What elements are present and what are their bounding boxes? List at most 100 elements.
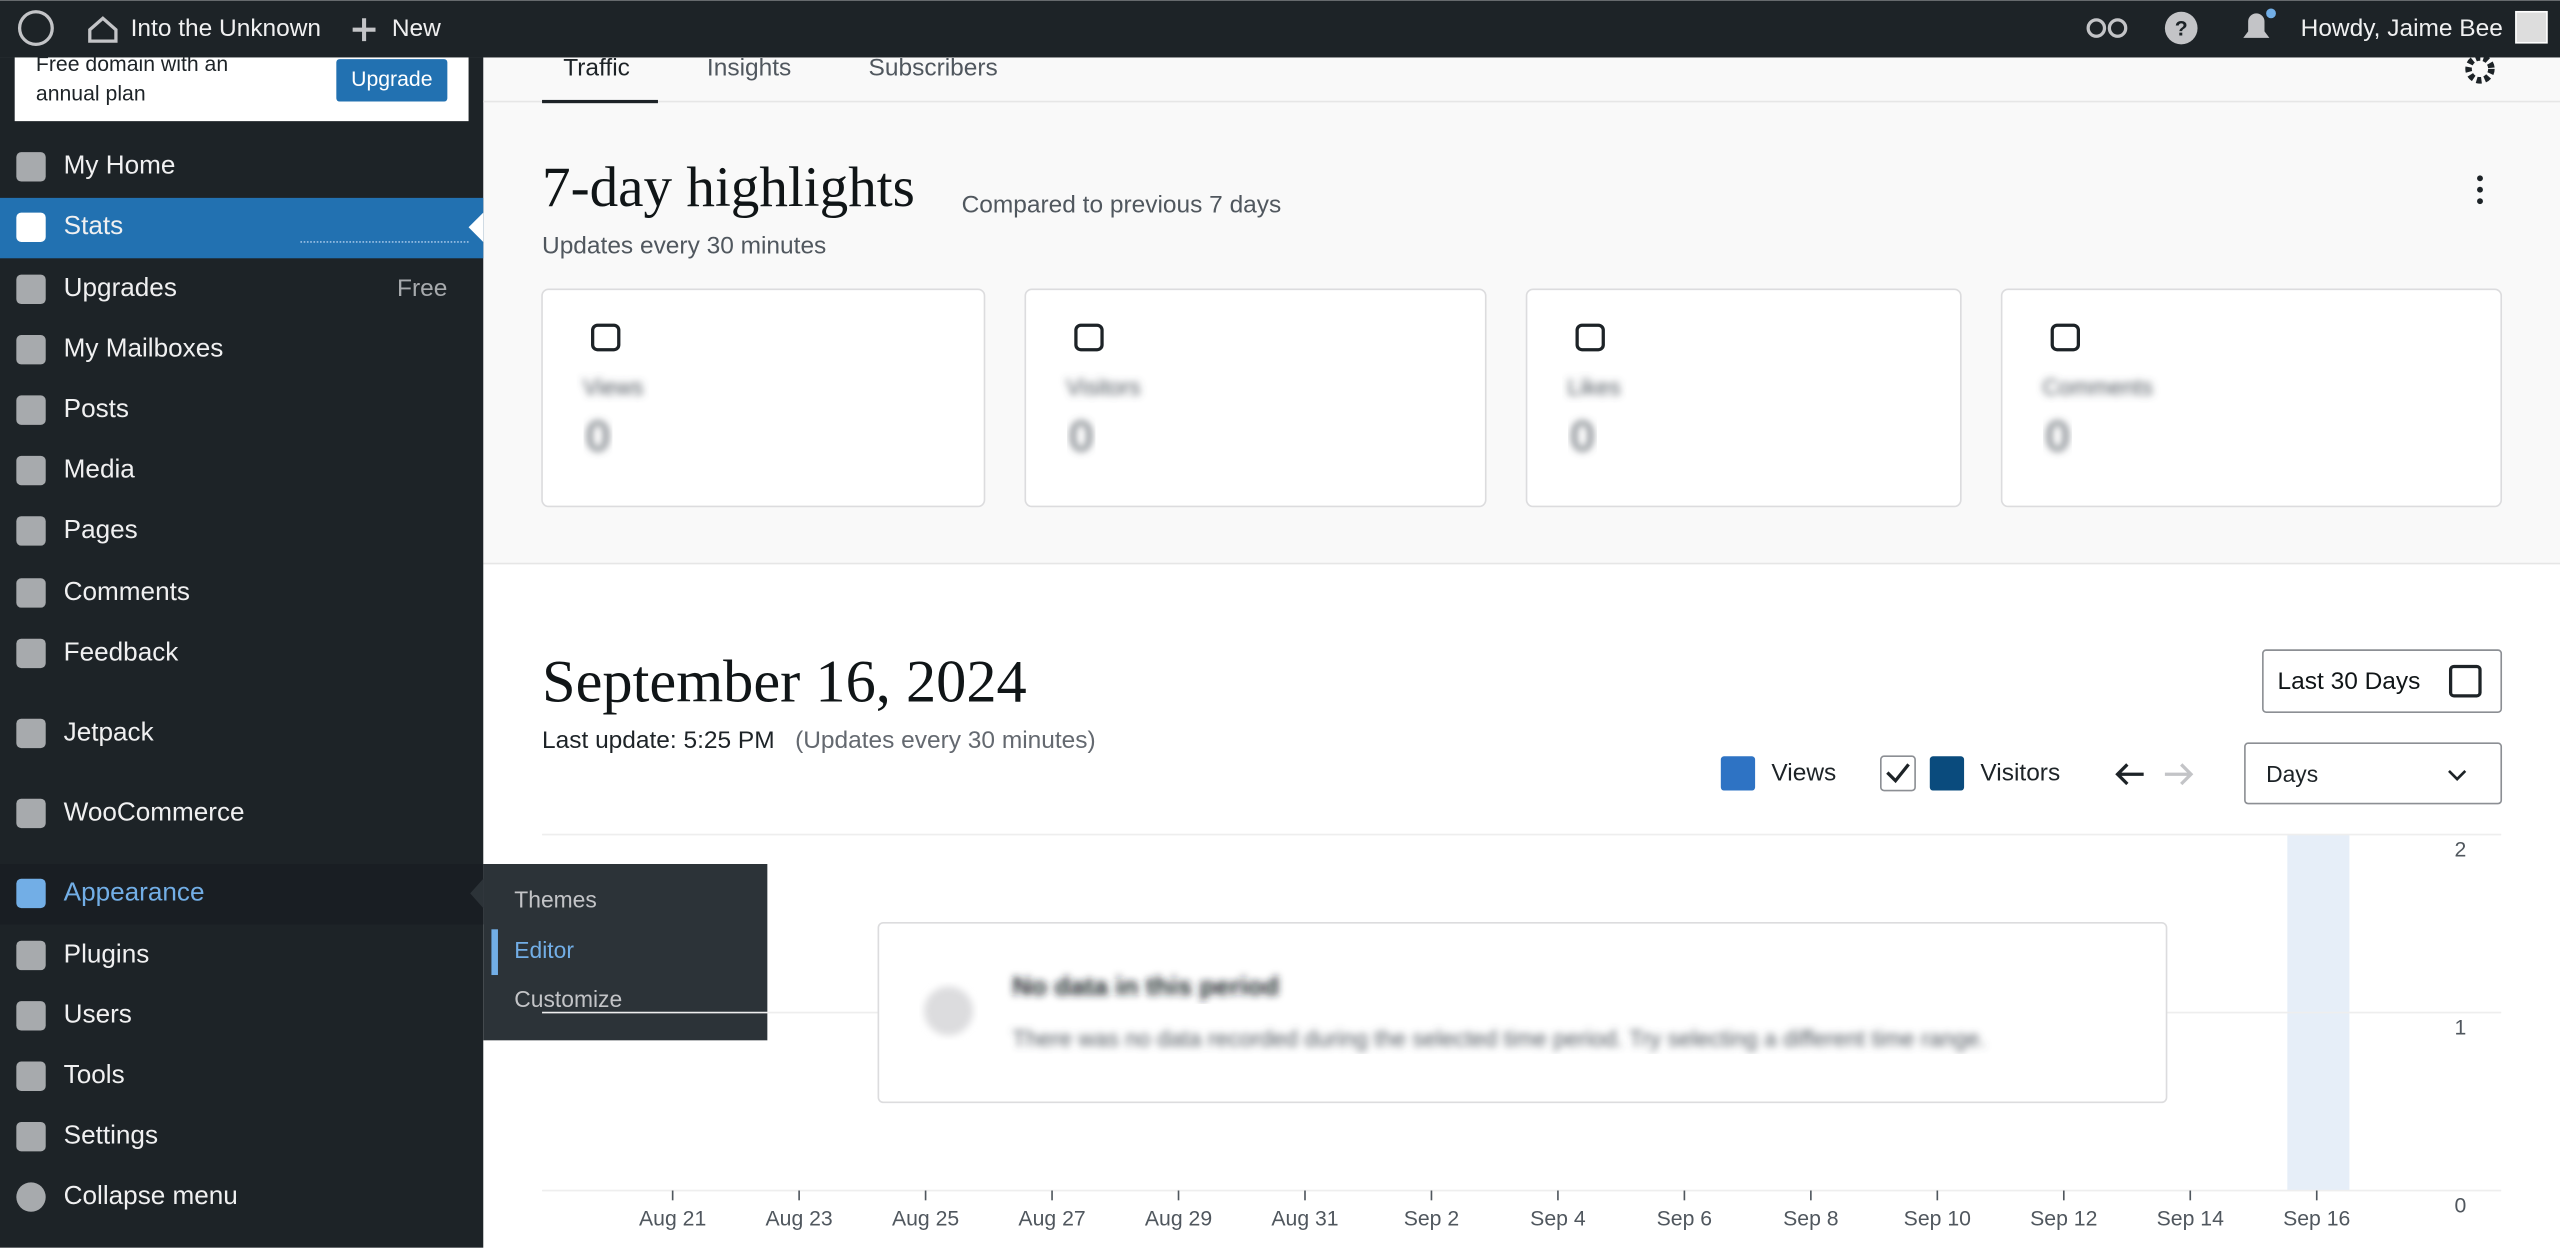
- legend: Views Visitors: [1720, 756, 2060, 791]
- card-icon: [1575, 323, 1605, 352]
- menu-icon: [16, 1121, 46, 1152]
- date-title: September 16, 2024: [542, 649, 1027, 716]
- submenu: [483, 864, 768, 1041]
- menu-item[interactable]: Comments: [64, 576, 190, 606]
- submenu-item[interactable]: Editor: [514, 937, 574, 963]
- menu-item[interactable]: My Home: [64, 150, 176, 180]
- menu-item[interactable]: WooCommerce: [64, 796, 245, 826]
- tab[interactable]: Traffic: [563, 54, 630, 81]
- chart: 0 1 2 Aug 21 Aug 23 Aug 25 Aug 27 Aug 29 Aug 31 S…: [542, 833, 2502, 1231]
- card-value: 0: [1571, 413, 1595, 460]
- notifications-icon[interactable]: [2243, 13, 2270, 38]
- interval-select[interactable]: [2244, 742, 2503, 805]
- menu-item[interactable]: Upgrades: [64, 272, 177, 302]
- site-name[interactable]: Into the Unknown: [131, 15, 321, 42]
- menu-badge: Free: [397, 275, 447, 302]
- active-arrow: [468, 212, 484, 242]
- submenu-item[interactable]: Customize: [514, 986, 622, 1012]
- legend-label: Visitors: [1980, 760, 2060, 787]
- card-value: 0: [2046, 413, 2070, 460]
- upgrade-button[interactable]: [336, 59, 448, 102]
- menu-item[interactable]: Appearance: [64, 876, 205, 906]
- submenu-item[interactable]: Themes: [514, 887, 597, 913]
- hover-item-bg: [0, 864, 484, 925]
- update-note: Updates every 30 minutes: [542, 232, 826, 259]
- upgrade-label: Upgrade: [351, 68, 432, 91]
- menu-icon: [16, 516, 46, 546]
- x-tick-label: Aug 25: [892, 1208, 959, 1231]
- date-range-button[interactable]: [2262, 649, 2503, 713]
- x-tick-label: Sep 10: [1904, 1208, 1971, 1231]
- submenu-active-bar: [491, 929, 498, 976]
- menu-item[interactable]: Pages: [64, 514, 138, 544]
- menu-item[interactable]: Stats: [64, 210, 124, 240]
- x-tick-label: Sep 12: [2030, 1208, 2097, 1231]
- prev-arrow[interactable]: [2115, 763, 2144, 786]
- more-menu[interactable]: [2477, 175, 2483, 205]
- menu-icon: [16, 274, 46, 304]
- menu-icon: [16, 152, 46, 182]
- wp-logo[interactable]: [17, 10, 54, 47]
- y-tick-label: 2: [2455, 839, 2467, 862]
- next-arrow[interactable]: [2164, 763, 2194, 786]
- reader-icon[interactable]: [2086, 18, 2128, 38]
- help-icon[interactable]: [2164, 11, 2198, 45]
- highlights-title: 7-day highlights: [542, 156, 915, 219]
- menu-icon: [16, 638, 46, 669]
- highlight-card: [2000, 288, 2503, 508]
- legend-label: Views: [1771, 760, 1836, 787]
- card-icon: [591, 323, 621, 352]
- menu-item[interactable]: Users: [64, 999, 132, 1029]
- menu-icon: [16, 212, 46, 242]
- x-tick-label: Sep 2: [1404, 1208, 1459, 1231]
- menu-item[interactable]: Settings: [64, 1120, 158, 1150]
- x-tick-label: Aug 23: [765, 1208, 832, 1231]
- new-link[interactable]: New: [392, 15, 441, 42]
- empty-title: No data in this period: [1012, 971, 1279, 1001]
- active-item-bg: [0, 197, 484, 259]
- menu-item[interactable]: Tools: [64, 1059, 125, 1089]
- legend-swatch: [1720, 756, 1756, 791]
- menu-icon: [16, 718, 46, 749]
- menu-item[interactable]: Collapse menu: [64, 1180, 238, 1210]
- menu-icon: [16, 878, 46, 909]
- menu-item[interactable]: Posts: [64, 393, 129, 423]
- empty-state: [877, 921, 2168, 1104]
- y-tick-label: 0: [2455, 1194, 2467, 1217]
- y-tick-label: 1: [2455, 1017, 2467, 1040]
- promo-text: Free domain with an: [36, 53, 228, 76]
- avatar[interactable]: [2515, 10, 2548, 44]
- x-tick-label: Aug 31: [1271, 1208, 1338, 1231]
- home-icon: [88, 16, 118, 43]
- tab[interactable]: Subscribers: [869, 54, 998, 81]
- menu-item[interactable]: Jetpack: [64, 716, 155, 746]
- tab[interactable]: Insights: [707, 54, 791, 81]
- menu-item[interactable]: Plugins: [64, 938, 150, 968]
- settings-icon[interactable]: [2465, 54, 2495, 84]
- menu-item[interactable]: Media: [64, 453, 136, 483]
- x-tick-label: Sep 4: [1530, 1208, 1586, 1231]
- menu-item[interactable]: My Mailboxes: [64, 333, 224, 363]
- card-value: 0: [1069, 413, 1093, 460]
- legend-swatch: [1929, 756, 1965, 791]
- last-update: Last update: 5:25 PM: [542, 727, 775, 754]
- greeting[interactable]: Howdy, Jaime Bee: [2301, 15, 2503, 42]
- menu-icon: [16, 798, 46, 829]
- comparison: Compared to previous 7 days: [962, 192, 1282, 219]
- promo-text: annual plan: [36, 83, 146, 106]
- x-tick-label: Aug 27: [1018, 1208, 1085, 1231]
- interval-label: Days: [2266, 761, 2318, 787]
- card-label: Likes: [1567, 374, 1620, 400]
- highlight-cards: Views 0 Visitors 0 Likes 0 Comments 0: [541, 288, 2503, 508]
- checkbox[interactable]: [1880, 755, 1916, 792]
- x-tick-label: Sep 14: [2157, 1208, 2224, 1231]
- card-icon: [2050, 323, 2080, 352]
- menu-item[interactable]: Feedback: [64, 636, 180, 666]
- menu-icon: [16, 1061, 46, 1091]
- x-tick-label: Sep 8: [1783, 1208, 1838, 1231]
- menu-icon: [16, 1182, 46, 1212]
- card-label: Views: [583, 374, 644, 400]
- x-tick-label: Aug 21: [639, 1208, 706, 1231]
- x-tick-label: Sep 16: [2283, 1208, 2350, 1231]
- calendar-icon: [2448, 664, 2482, 698]
